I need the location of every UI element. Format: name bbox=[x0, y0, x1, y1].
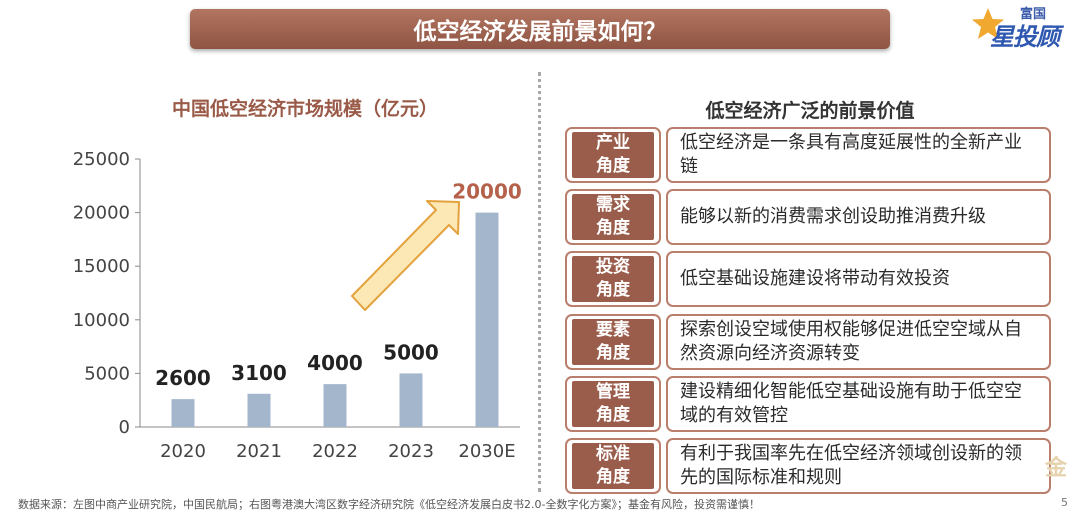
aspect-tag-line1: 需求 bbox=[596, 195, 630, 215]
bar bbox=[399, 373, 423, 427]
data-label: 5000 bbox=[383, 340, 439, 364]
logo-company: 富国 bbox=[1020, 7, 1047, 22]
value-row: 标准角度 有利于我国率先在低空经济领域创设新的领先的国际标准和规则 bbox=[565, 438, 1053, 494]
x-tick-label: 2021 bbox=[236, 441, 282, 462]
aspect-tag-line2: 角度 bbox=[596, 156, 630, 176]
x-tick-label: 2020 bbox=[160, 441, 206, 462]
page-title: 低空经济发展前景如何？ bbox=[413, 19, 667, 45]
x-tick-label: 2030E bbox=[458, 441, 515, 462]
aspect-tag-line1: 管理 bbox=[596, 382, 630, 402]
aspect-tag-line1: 标准 bbox=[596, 444, 630, 464]
aspect-tag-line2: 角度 bbox=[596, 280, 630, 300]
aspect-tag: 需求 角度 bbox=[565, 189, 661, 245]
aspect-tag-text: 要素 角度 bbox=[596, 319, 630, 365]
logo-brand: 星投顾 bbox=[990, 23, 1060, 51]
data-source-note: 数据来源：左图中商产业研究院，中国民航局；右图粤港澳大湾区数字经济研究院《低空经… bbox=[18, 498, 760, 511]
aspect-description: 能够以新的消费需求创设助推消费升级 bbox=[680, 206, 986, 227]
aspect-tag-line2: 角度 bbox=[596, 218, 630, 238]
aspect-description-box: 探索创设空域使用权能够促进低空空域从自然资源向经济资源转变 bbox=[666, 314, 1051, 370]
page-title-banner: 低空经济发展前景如何？ bbox=[190, 9, 890, 49]
star-icon bbox=[972, 8, 1004, 39]
aspect-tag-line2: 角度 bbox=[596, 467, 630, 487]
aspect-tag-line2: 角度 bbox=[596, 343, 630, 363]
aspect-tag-text: 标准 角度 bbox=[596, 443, 630, 489]
aspect-tag-label: 要素 角度 bbox=[572, 319, 654, 365]
aspect-description-box: 低空基础设施建设将带动有效投资 bbox=[666, 251, 1051, 307]
aspect-tag-label: 产业 角度 bbox=[572, 132, 654, 178]
value-row: 投资角度 低空基础设施建设将带动有效投资 bbox=[565, 251, 1053, 307]
aspect-tag-line1: 产业 bbox=[596, 133, 630, 153]
bar bbox=[247, 393, 271, 427]
y-tick-label: 20000 bbox=[73, 203, 130, 224]
y-tick-label: 5000 bbox=[84, 363, 130, 384]
aspect-description-box: 低空经济是一条具有高度延展性的全新产业链 bbox=[666, 127, 1051, 183]
data-label: 3100 bbox=[231, 361, 287, 385]
panel-title: 低空经济广泛的前景价值 bbox=[705, 100, 915, 122]
data-label: 20000 bbox=[452, 180, 522, 204]
value-row: 需求角度 能够以新的消费需求创设助推消费升级 bbox=[565, 189, 1053, 245]
aspect-tag: 管理 角度 bbox=[565, 376, 661, 432]
data-label: 4000 bbox=[307, 351, 363, 375]
brand-logo: 富国 星投顾 bbox=[970, 2, 1075, 51]
aspect-tag-label: 标准 角度 bbox=[572, 443, 654, 489]
aspect-tag-label: 投资 角度 bbox=[572, 256, 654, 302]
bar bbox=[171, 399, 195, 427]
aspect-tag: 要素 角度 bbox=[565, 314, 661, 370]
aspect-tag-label: 管理 角度 bbox=[572, 381, 654, 427]
aspect-tag-text: 投资 角度 bbox=[596, 256, 630, 302]
aspect-description: 低空基础设施建设将带动有效投资 bbox=[680, 268, 950, 289]
y-tick-label: 0 bbox=[119, 417, 130, 438]
aspect-description: 探索创设空域使用权能够促进低空空域从自然资源向经济资源转变 bbox=[680, 319, 1022, 364]
aspect-tag-text: 管理 角度 bbox=[596, 381, 630, 427]
aspect-description-box: 建设精细化智能低空基础设施有助于低空空域的有效管控 bbox=[666, 376, 1051, 432]
aspect-tag-line2: 角度 bbox=[596, 405, 630, 425]
vertical-divider bbox=[538, 72, 541, 492]
aspect-tag: 产业 角度 bbox=[565, 127, 661, 183]
value-row: 管理角度 建设精细化智能低空基础设施有助于低空空域的有效管控 bbox=[565, 376, 1053, 432]
aspect-tag-line1: 要素 bbox=[596, 320, 630, 340]
value-row: 要素角度 探索创设空域使用权能够促进低空空域从自然资源向经济资源转变 bbox=[565, 314, 1053, 370]
bar bbox=[475, 212, 499, 427]
bar-chart: 0 5000 10000 15000 20000 25000 2600 2020 3100 202… bbox=[73, 149, 522, 462]
aspect-description-box: 有利于我国率先在低空经济领域创设新的领先的国际标准和规则 bbox=[666, 438, 1051, 494]
watermark: 金 bbox=[1045, 456, 1068, 481]
growth-arrow-icon bbox=[351, 200, 460, 311]
data-label: 2600 bbox=[155, 366, 211, 390]
aspect-description: 建设精细化智能低空基础设施有助于低空空域的有效管控 bbox=[680, 381, 1022, 426]
aspect-description-box: 能够以新的消费需求创设助推消费升级 bbox=[666, 189, 1051, 245]
page-number: 5 bbox=[1061, 496, 1068, 509]
aspect-tag: 标准 角度 bbox=[565, 438, 661, 494]
aspect-description: 低空经济是一条具有高度延展性的全新产业链 bbox=[680, 132, 1022, 177]
aspect-description: 有利于我国率先在低空经济领域创设新的领先的国际标准和规则 bbox=[680, 443, 1022, 488]
aspect-tag-text: 产业 角度 bbox=[596, 132, 630, 178]
bar bbox=[323, 384, 347, 427]
aspect-tag: 投资 角度 bbox=[565, 251, 661, 307]
x-tick-label: 2022 bbox=[312, 441, 358, 462]
y-tick-label: 15000 bbox=[73, 256, 130, 277]
aspect-tag-text: 需求 角度 bbox=[596, 194, 630, 240]
x-tick-label: 2023 bbox=[388, 441, 434, 462]
chart-title: 中国低空经济市场规模（亿元） bbox=[171, 98, 438, 120]
value-row: 产业角度 低空经济是一条具有高度延展性的全新产业链 bbox=[565, 127, 1053, 183]
aspect-tag-label: 需求 角度 bbox=[572, 194, 654, 240]
y-tick-label: 10000 bbox=[73, 310, 130, 331]
aspect-tag-line1: 投资 bbox=[596, 257, 630, 277]
y-tick-label: 25000 bbox=[73, 149, 130, 170]
